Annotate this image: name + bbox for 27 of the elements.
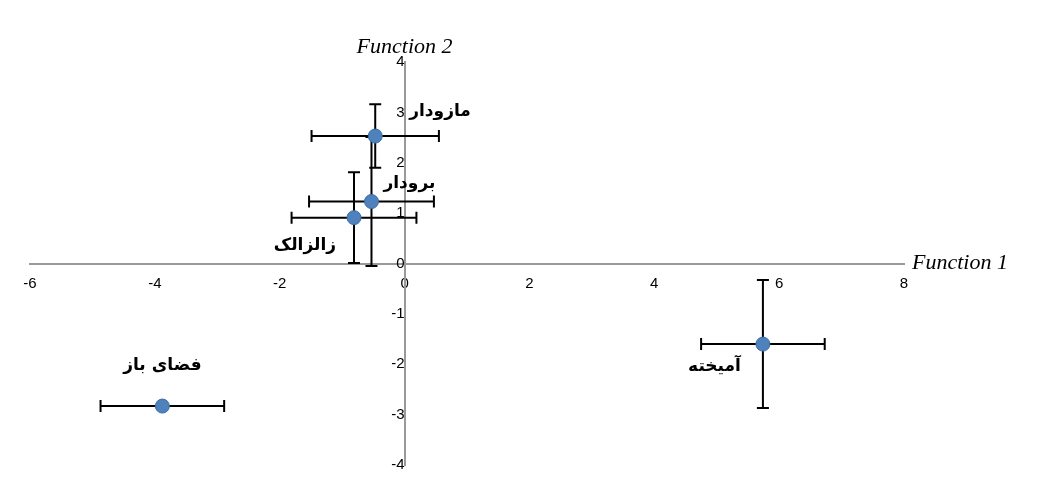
x-tick-label: 8 [899, 273, 909, 291]
y-tick-label: 3 [396, 102, 405, 120]
y-tick-label: -2 [391, 354, 405, 372]
y-tick-label: 1 [396, 203, 405, 221]
point [367, 128, 383, 144]
y-tick-label: 4 [396, 52, 405, 70]
y-tick-label: -1 [391, 304, 405, 322]
annotation: فضای باز [122, 354, 202, 375]
y-tick-label: -3 [391, 404, 405, 422]
x-tick-label: 2 [525, 273, 534, 291]
point [363, 194, 379, 210]
y-tick-label: 0 [396, 253, 405, 271]
point [346, 210, 362, 226]
x-axis-title: Function 1 [911, 249, 1008, 275]
x-tick-label: 4 [650, 273, 659, 291]
annotation: آمیخته [688, 353, 743, 375]
x-tick-label: 6 [774, 273, 784, 291]
annotation: برودار [382, 171, 436, 193]
x-tick-label: -4 [148, 273, 162, 291]
x-tick-label: -6 [23, 273, 37, 291]
x-tick-label: -2 [273, 273, 287, 291]
point [154, 398, 170, 414]
point [755, 336, 771, 352]
annotation: زالزالک [273, 234, 336, 256]
y-tick-label: 2 [396, 152, 405, 170]
y-tick-label: -4 [391, 455, 405, 473]
annotation: مازودار [408, 100, 471, 122]
